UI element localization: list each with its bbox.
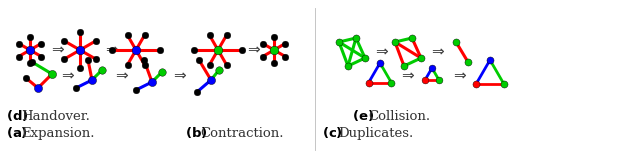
Text: Duplicates.: Duplicates. (338, 127, 413, 140)
Text: ⇒: ⇒ (402, 69, 414, 83)
Text: ⇒: ⇒ (173, 69, 186, 83)
Text: ⇒: ⇒ (116, 69, 129, 83)
Text: ⇒: ⇒ (246, 43, 259, 58)
Text: ⇒: ⇒ (431, 45, 444, 60)
Text: ⇒: ⇒ (376, 45, 388, 60)
Text: ⇒: ⇒ (51, 43, 63, 58)
Text: ⇒: ⇒ (61, 69, 74, 83)
Text: $\mathbf{(c)}$: $\mathbf{(c)}$ (322, 125, 343, 140)
Text: Collision.: Collision. (368, 110, 430, 123)
Text: Expansion.: Expansion. (21, 127, 95, 140)
Text: $\mathbf{(a)}$: $\mathbf{(a)}$ (6, 125, 28, 140)
Text: Contraction.: Contraction. (200, 127, 284, 140)
Text: ⇒: ⇒ (104, 43, 117, 58)
Text: $\mathbf{(b)}$: $\mathbf{(b)}$ (185, 125, 207, 140)
Text: $\mathbf{(e)}$: $\mathbf{(e)}$ (352, 108, 374, 123)
Text: $\mathbf{(d)}$: $\mathbf{(d)}$ (6, 108, 29, 123)
Text: ⇒: ⇒ (454, 69, 467, 83)
Text: Handover.: Handover. (21, 110, 90, 123)
